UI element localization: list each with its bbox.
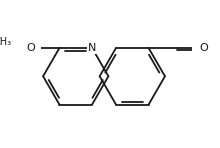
- Text: O: O: [199, 43, 208, 53]
- Text: O: O: [27, 43, 35, 53]
- Text: CH₃: CH₃: [0, 37, 11, 47]
- Text: N: N: [88, 43, 96, 53]
